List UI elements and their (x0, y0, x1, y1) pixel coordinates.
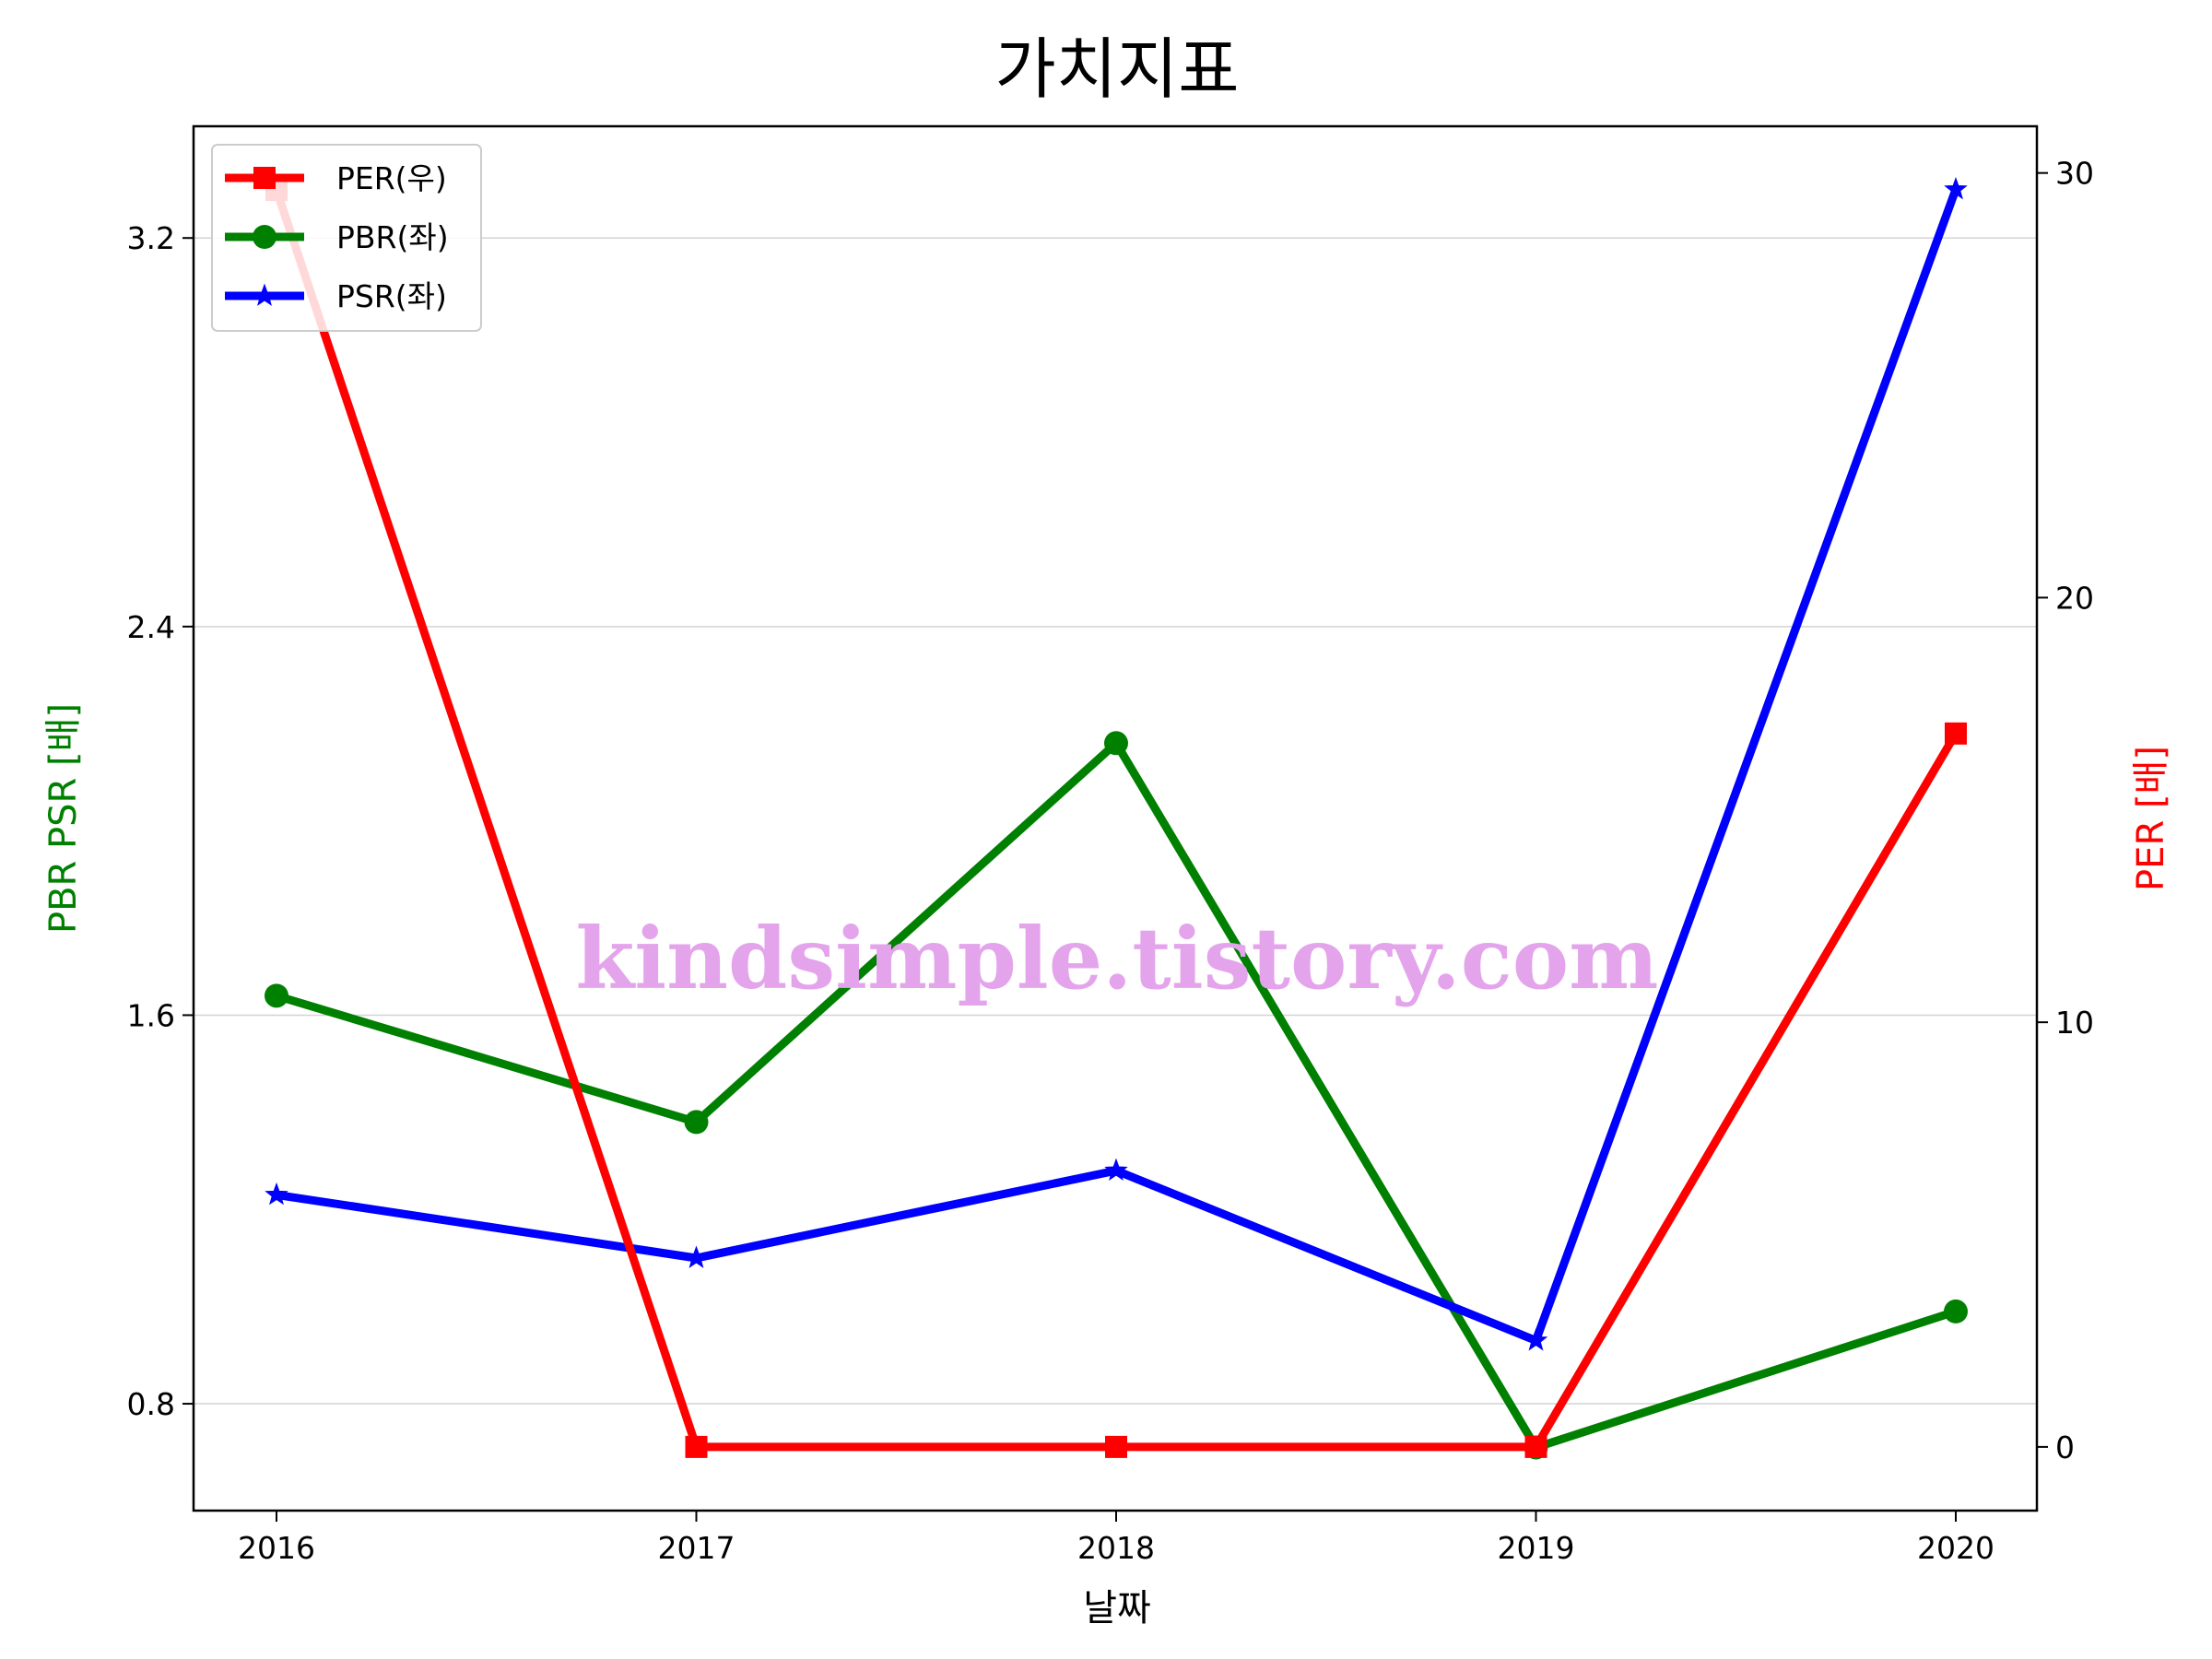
y-axis-left-label: PBR PSR [배] (42, 703, 85, 934)
data-point (1524, 1328, 1548, 1351)
plot-frame (192, 124, 2039, 1512)
grid (194, 237, 2037, 1405)
x-axis: 2016 2017 2018 2019 2020 (238, 1511, 1994, 1566)
series-layer (265, 177, 1968, 1460)
data-point (685, 1435, 708, 1458)
data-point (1944, 1299, 1968, 1324)
legend-marker (253, 225, 276, 249)
x-tick-label: 2019 (1498, 1530, 1575, 1566)
chart-title: 가치지표 (995, 30, 1240, 108)
legend-box (211, 144, 482, 332)
legend-label: PSR(좌) (336, 278, 447, 314)
data-point (265, 1182, 288, 1206)
y-right-tick-label: 10 (2055, 1005, 2094, 1041)
data-point (265, 983, 288, 1008)
data-point (684, 1110, 709, 1135)
legend-label: PER(우) (336, 160, 447, 196)
legend: PER(우) PBR(좌) PSR(좌) (211, 144, 482, 332)
x-tick-label: 2017 (658, 1530, 735, 1566)
x-tick-label: 2016 (238, 1530, 315, 1566)
y-axis-left: 0.8 1.6 2.4 3.2 (127, 220, 194, 1422)
y-axis-right: 0 10 20 30 (2037, 156, 2094, 1465)
x-axis-label: 날짜 (1083, 1587, 1151, 1630)
y-right-tick-label: 0 (2055, 1430, 2075, 1465)
data-point (1105, 1435, 1127, 1458)
y-left-tick-label: 3.2 (127, 220, 175, 256)
series-star (265, 177, 1968, 1351)
data-point (1944, 177, 1968, 200)
data-point (1524, 1435, 1547, 1458)
legend-marker (253, 167, 276, 189)
data-point (1104, 731, 1128, 756)
legend-marker (253, 283, 276, 306)
data-point (1945, 722, 1967, 745)
data-point (684, 1245, 709, 1268)
y-left-tick-label: 0.8 (127, 1386, 175, 1422)
watermark-text: kindsimple.tistory.com (575, 909, 1658, 1008)
y-right-tick-label: 20 (2055, 580, 2094, 616)
y-left-tick-label: 2.4 (127, 609, 175, 645)
data-point (1104, 1158, 1128, 1181)
y-left-tick-label: 1.6 (127, 997, 175, 1033)
y-axis-right-label: PER [배] (2130, 746, 2172, 891)
series-square (265, 179, 1967, 1458)
series-line (272, 738, 1960, 1452)
series-circle (265, 731, 1968, 1460)
x-tick-label: 2018 (1077, 1530, 1155, 1566)
series-line (272, 185, 1960, 1452)
y-right-tick-label: 30 (2055, 156, 2094, 192)
x-tick-label: 2020 (1917, 1530, 1994, 1566)
legend-label: PBR(좌) (336, 219, 449, 255)
